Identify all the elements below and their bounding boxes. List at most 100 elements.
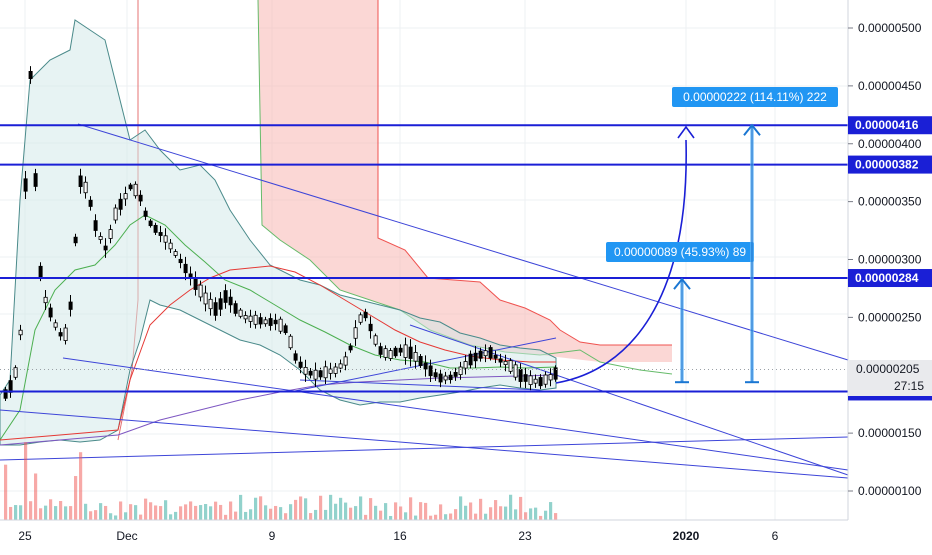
- time-tick-label: 23: [518, 529, 532, 543]
- candle-body: [398, 347, 403, 353]
- target-arrow-head: [743, 123, 761, 136]
- volume-bar: [544, 510, 548, 520]
- volume-bar: [404, 512, 408, 520]
- volume-bar: [554, 513, 558, 520]
- candle-body: [53, 322, 58, 328]
- candle-body: [453, 371, 458, 377]
- candle-body: [553, 367, 558, 380]
- candle-body: [93, 220, 98, 231]
- volume-bar: [54, 506, 58, 520]
- candle-body: [48, 307, 53, 318]
- candle-body: [443, 375, 448, 381]
- volume-bar: [339, 497, 343, 520]
- candle-body: [343, 356, 348, 366]
- volume-bar: [174, 511, 178, 520]
- price-level-tag-label: 0.00000284: [855, 271, 919, 285]
- candle-body: [503, 361, 508, 365]
- candle-body: [313, 369, 318, 380]
- volume-bar: [369, 498, 373, 520]
- candle-body: [273, 319, 278, 325]
- volume-bar: [329, 494, 333, 520]
- volume-bar: [509, 494, 513, 520]
- candle-body: [43, 296, 48, 304]
- candle-body: [208, 298, 213, 310]
- price-tick-label: 0.00000350: [858, 195, 922, 209]
- candle-body: [233, 303, 238, 314]
- volume-bar: [519, 496, 523, 520]
- price-level-tag: [848, 155, 932, 174]
- volume-bar: [459, 496, 463, 520]
- candle-body: [108, 229, 113, 239]
- candle-body: [178, 258, 183, 264]
- time-axis[interactable]: [0, 520, 932, 550]
- current-price-label: 0.00000205: [856, 362, 920, 376]
- candle-body: [373, 335, 378, 345]
- target-box: [606, 242, 754, 262]
- volume-bar: [109, 513, 113, 520]
- volume-bar: [19, 505, 23, 520]
- volume-bar: [364, 514, 368, 520]
- candle-body: [413, 352, 418, 362]
- volume-bar: [39, 508, 43, 520]
- candlesticks: [3, 66, 558, 401]
- volume-bar: [439, 504, 443, 520]
- volume-bar: [389, 515, 393, 520]
- price-level-tag-label: 0.00000382: [855, 158, 919, 172]
- volume-bar: [239, 494, 243, 520]
- volume-bar: [139, 514, 143, 520]
- volume-bar: [324, 509, 328, 520]
- volume-bar: [204, 504, 208, 520]
- candle-body: [543, 374, 548, 385]
- candle-body: [143, 210, 148, 217]
- candle-body: [458, 366, 463, 376]
- volume-bar: [314, 509, 318, 520]
- volume-bar: [119, 501, 123, 520]
- target-arrow-head: [673, 277, 691, 290]
- candle-body: [548, 374, 553, 381]
- volume-bar: [94, 510, 98, 520]
- volume-bar: [159, 506, 163, 520]
- candle-body: [538, 377, 543, 387]
- time-tick-label: 2020: [673, 529, 700, 543]
- candle-body: [248, 315, 253, 322]
- candle-body: [18, 329, 23, 336]
- volume-bar: [169, 514, 173, 520]
- volume-bar: [524, 512, 528, 520]
- volume-bar: [434, 514, 438, 520]
- volume-bar: [269, 508, 273, 520]
- candle-body: [158, 232, 163, 236]
- price-tick-label: 0.00000450: [858, 79, 922, 93]
- candle-body: [33, 173, 38, 187]
- price-tick-label: 0.00000150: [858, 426, 922, 440]
- price-axis[interactable]: [848, 0, 932, 520]
- trend-lines: [0, 123, 849, 479]
- candle-body: [253, 314, 258, 325]
- candle-body: [13, 367, 18, 378]
- volume-bar: [34, 473, 38, 520]
- volume-bar: [134, 505, 138, 520]
- candle-body: [3, 389, 8, 399]
- countdown-label: 27:15: [894, 379, 924, 393]
- candle-body: [153, 224, 158, 233]
- candle-body: [228, 296, 233, 306]
- volume-bar: [379, 510, 383, 520]
- candle-body: [103, 245, 108, 251]
- candle-body: [363, 311, 368, 319]
- volume-bar: [14, 505, 18, 520]
- candle-body: [223, 290, 228, 303]
- volume-bar: [104, 505, 108, 520]
- candle-body: [243, 315, 248, 320]
- volume-bar: [284, 513, 288, 520]
- volume-bar: [464, 505, 468, 520]
- candle-body: [323, 366, 328, 379]
- candle-body: [193, 277, 198, 290]
- candle-body: [83, 181, 88, 194]
- time-tick-label: 16: [393, 529, 407, 543]
- volume-bar: [479, 498, 483, 520]
- volume-bar: [179, 506, 183, 520]
- candle-body: [388, 350, 393, 359]
- volume-bar: [209, 506, 213, 520]
- candle-body: [88, 199, 93, 207]
